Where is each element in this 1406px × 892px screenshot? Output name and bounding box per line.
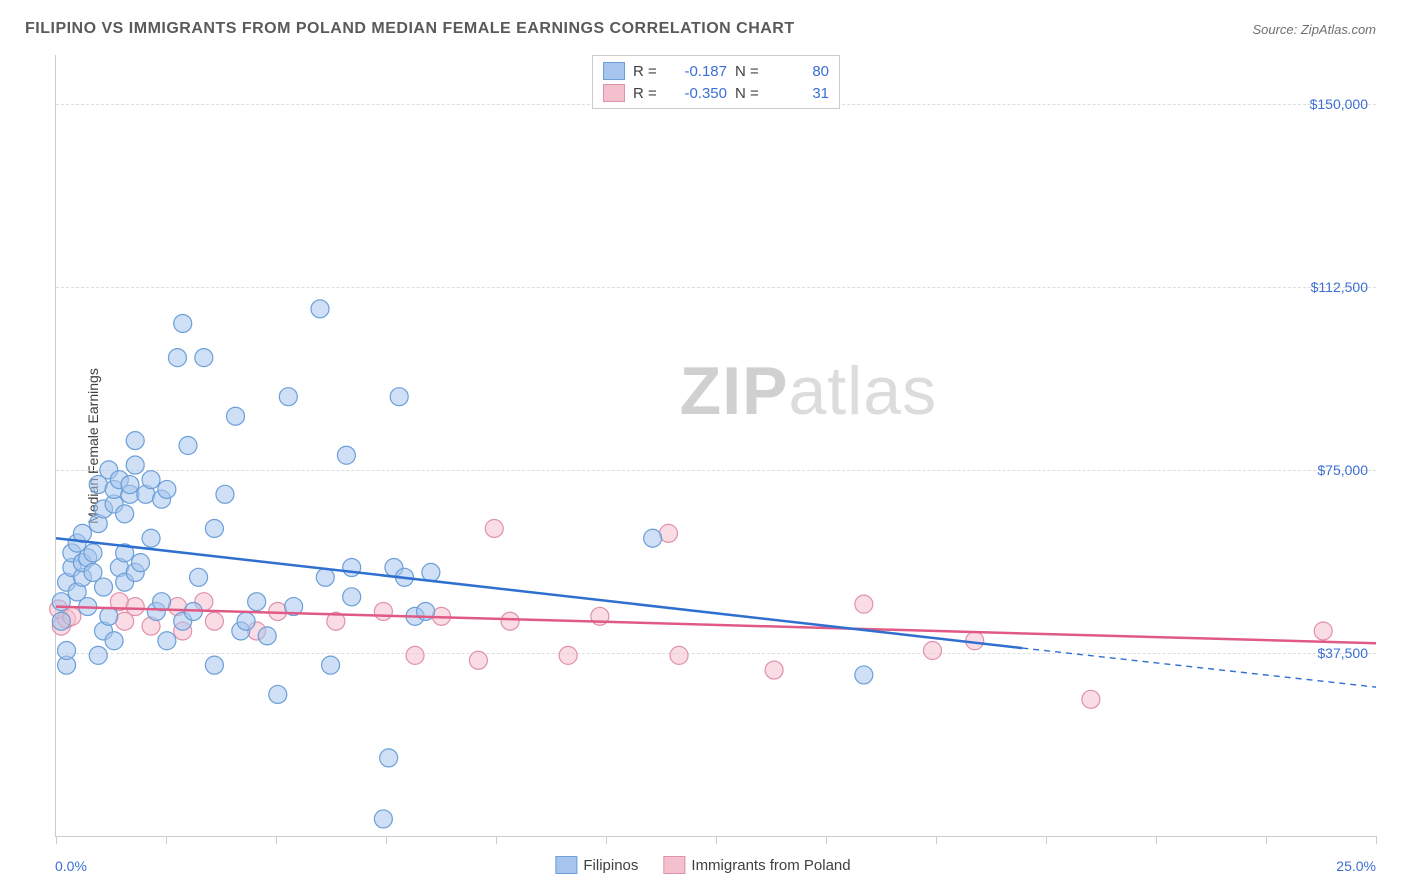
x-tick [826, 836, 827, 844]
scatter-point-filipinos [158, 480, 176, 498]
scatter-point-filipinos [316, 568, 334, 586]
scatter-point-filipinos [227, 407, 245, 425]
scatter-point-filipinos [52, 612, 70, 630]
scatter-point-filipinos [343, 588, 361, 606]
x-tick [496, 836, 497, 844]
scatter-point-filipinos [644, 529, 662, 547]
x-tick [1266, 836, 1267, 844]
scatter-point-filipinos [126, 432, 144, 450]
r-label: R = [633, 63, 661, 80]
scatter-point-filipinos [216, 485, 234, 503]
swatch-filipinos [603, 62, 625, 80]
x-tick [56, 836, 57, 844]
scatter-point-poland [126, 598, 144, 616]
scatter-point-filipinos [269, 685, 287, 703]
chart-plot-area: R = -0.187 N = 80 R = -0.350 N = 31 ZIPa… [55, 55, 1376, 837]
scatter-point-filipinos [105, 632, 123, 650]
legend-label-poland: Immigrants from Poland [691, 857, 850, 874]
scatter-point-filipinos [374, 810, 392, 828]
scatter-point-poland [559, 646, 577, 664]
scatter-point-filipinos [248, 593, 266, 611]
scatter-point-filipinos [153, 593, 171, 611]
scatter-point-filipinos [390, 388, 408, 406]
x-tick-max: 25.0% [1336, 858, 1376, 874]
scatter-point-filipinos [258, 627, 276, 645]
scatter-point-filipinos [142, 471, 160, 489]
scatter-point-poland [765, 661, 783, 679]
scatter-point-filipinos [311, 300, 329, 318]
correlation-legend: R = -0.187 N = 80 R = -0.350 N = 31 [592, 55, 840, 109]
r-label: R = [633, 85, 661, 102]
scatter-point-filipinos [84, 544, 102, 562]
scatter-point-filipinos [126, 456, 144, 474]
trend-line-extrapolated-filipinos [1022, 648, 1376, 687]
n-label: N = [735, 85, 763, 102]
scatter-point-filipinos [158, 632, 176, 650]
scatter-point-filipinos [58, 642, 76, 660]
scatter-point-filipinos [422, 563, 440, 581]
scatter-point-filipinos [95, 578, 113, 596]
scatter-point-filipinos [855, 666, 873, 684]
n-label: N = [735, 63, 763, 80]
scatter-point-poland [469, 651, 487, 669]
scatter-point-poland [670, 646, 688, 664]
x-tick [1376, 836, 1377, 844]
scatter-point-filipinos [116, 505, 134, 523]
scatter-point-poland [374, 602, 392, 620]
scatter-point-poland [1082, 690, 1100, 708]
scatter-point-filipinos [205, 656, 223, 674]
scatter-plot-svg [56, 55, 1376, 836]
scatter-point-filipinos [343, 559, 361, 577]
scatter-point-poland [1314, 622, 1332, 640]
x-tick [386, 836, 387, 844]
scatter-point-filipinos [142, 529, 160, 547]
scatter-point-poland [855, 595, 873, 613]
x-tick [1156, 836, 1157, 844]
scatter-point-filipinos [237, 612, 255, 630]
legend-item-filipinos: Filipinos [555, 856, 638, 874]
source-attribution: Source: ZipAtlas.com [1252, 22, 1376, 37]
scatter-point-filipinos [100, 607, 118, 625]
x-tick [1046, 836, 1047, 844]
scatter-point-filipinos [322, 656, 340, 674]
scatter-point-filipinos [380, 749, 398, 767]
scatter-point-poland [406, 646, 424, 664]
scatter-point-filipinos [121, 476, 139, 494]
scatter-point-poland [205, 612, 223, 630]
swatch-poland [603, 84, 625, 102]
scatter-point-filipinos [89, 646, 107, 664]
n-value-poland: 31 [771, 85, 829, 102]
x-tick [276, 836, 277, 844]
scatter-point-filipinos [131, 554, 149, 572]
x-tick-min: 0.0% [55, 858, 87, 874]
r-value-filipinos: -0.187 [669, 63, 727, 80]
scatter-point-poland [659, 524, 677, 542]
x-tick [166, 836, 167, 844]
scatter-point-poland [485, 519, 503, 537]
legend-label-filipinos: Filipinos [583, 857, 638, 874]
scatter-point-filipinos [179, 437, 197, 455]
scatter-point-poland [923, 642, 941, 660]
scatter-point-filipinos [337, 446, 355, 464]
series-legend: Filipinos Immigrants from Poland [555, 856, 850, 874]
scatter-point-filipinos [190, 568, 208, 586]
scatter-point-filipinos [168, 349, 186, 367]
x-tick [606, 836, 607, 844]
legend-row-poland: R = -0.350 N = 31 [603, 82, 829, 104]
scatter-point-filipinos [205, 519, 223, 537]
scatter-point-poland [501, 612, 519, 630]
swatch-filipinos-icon [555, 856, 577, 874]
x-tick [936, 836, 937, 844]
scatter-point-filipinos [279, 388, 297, 406]
x-tick [716, 836, 717, 844]
legend-item-poland: Immigrants from Poland [663, 856, 850, 874]
scatter-point-filipinos [174, 314, 192, 332]
scatter-point-filipinos [195, 349, 213, 367]
n-value-filipinos: 80 [771, 63, 829, 80]
swatch-poland-icon [663, 856, 685, 874]
chart-title: FILIPINO VS IMMIGRANTS FROM POLAND MEDIA… [25, 20, 1381, 38]
r-value-poland: -0.350 [669, 85, 727, 102]
legend-row-filipinos: R = -0.187 N = 80 [603, 60, 829, 82]
